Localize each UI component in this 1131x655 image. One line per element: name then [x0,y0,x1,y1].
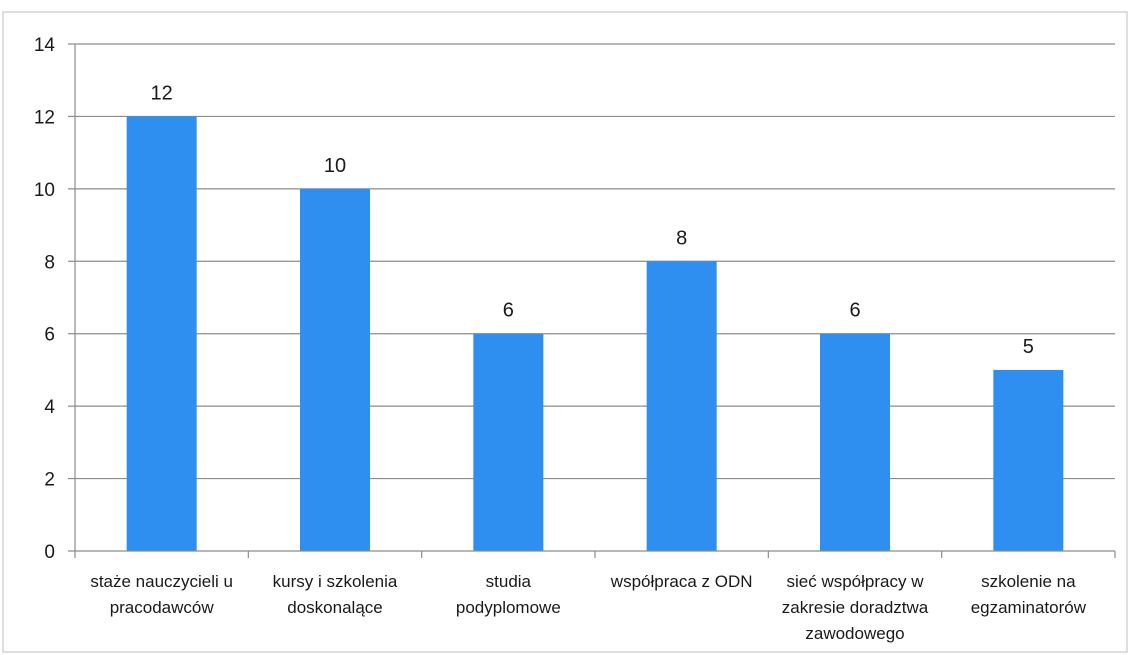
axes [68,43,1116,558]
y-tick-label: 12 [34,107,55,128]
y-tick-label: 14 [34,35,56,56]
data-label: 10 [324,155,346,177]
y-tick-label: 8 [44,252,55,273]
data-label: 6 [849,300,860,322]
x-category-label: współpraca z ODN [610,572,753,591]
x-category-label: doskonalące [287,598,382,617]
x-category-label: podyplomowe [456,598,561,617]
y-tick-label: 2 [44,470,55,491]
data-label: 6 [503,300,514,322]
data-label: 8 [676,227,687,249]
x-category-label: studia [486,572,532,591]
x-category-label: szkolenie na [981,572,1076,591]
bars [126,116,1064,551]
x-category-label: staże nauczycieli u [90,572,233,591]
x-category-label: sieć współpracy w [787,572,925,591]
x-category-label: zakresie doradztwa [782,598,929,617]
x-category-label: pracodawców [110,598,215,617]
data-label: 5 [1023,336,1034,358]
bar [300,188,370,551]
data-label: 12 [151,82,173,104]
x-category-label: kursy i szkolenia [273,572,398,591]
bar [126,116,197,551]
y-tick-label: 10 [34,180,55,201]
gridlines [75,43,1115,480]
bar [646,261,717,551]
bar [993,369,1064,551]
bar [820,333,890,551]
y-tick-label: 4 [44,397,55,418]
x-category-label: egzaminatorów [971,598,1087,617]
labels: 0 2 4 6 8 10 12 14 12 staże nauczycieli u pracodaw… [34,35,1087,643]
bar [473,333,544,551]
y-tick-label: 6 [44,325,55,346]
y-tick-label: 0 [44,542,55,563]
x-category-label: zawodowego [805,624,904,643]
